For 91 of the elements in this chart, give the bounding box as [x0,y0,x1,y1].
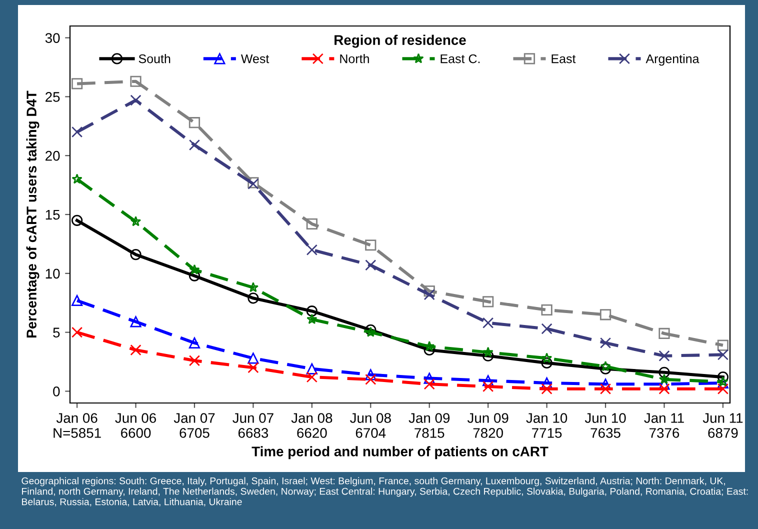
point [600,360,611,372]
point [717,340,729,351]
x-tick-label: Jun 06 6600 [115,413,156,438]
point [541,323,552,334]
x-tick-label: Jan 08 6620 [291,413,332,438]
point [600,383,612,394]
point [72,174,82,184]
point [482,350,494,362]
point [718,376,728,386]
point [188,270,200,282]
point [130,316,142,328]
legend-label: West [240,54,270,64]
point [658,374,670,384]
legend-label: South [138,54,170,64]
point [71,294,83,306]
y-tick-label: 10 [46,268,60,279]
x-tick-label: Jan 06 N=5851 [54,413,101,438]
x-tick-label: Jan 09 7815 [408,413,450,438]
point [306,244,318,256]
x-tick-label: Jan 07 6705 [174,413,215,438]
point [717,372,729,383]
y-tick-label: 15 [46,210,60,220]
x-tick-label: Jun 11 6879 [702,413,743,438]
point [541,357,552,368]
point [188,337,200,348]
y-tick-label: 5 [53,328,60,338]
point [365,374,376,385]
point [130,216,142,226]
point [424,286,435,297]
x-tick-label: Jun 08 6704 [350,413,391,438]
point [482,346,494,357]
point [365,369,376,380]
point [600,337,612,348]
point [541,383,552,394]
point [306,218,318,230]
point [71,214,83,226]
point [658,350,670,362]
point [658,328,670,340]
y-axis-title: Percentage of cART users taking D4T [26,90,40,338]
point [482,296,494,308]
point [130,76,142,87]
x-tick-label: Jan 10 7715 [526,413,568,438]
point [306,372,318,383]
x-axis-title: Time period and number of patients on cART [252,446,548,460]
text: Geographical regions: South: Greece, Italy, Portugal, Spain, Israel; West: Belgium, France, south Germany, Luxembourg, Switzerland, Austria; North: Denmark, UK, Finland, north Germany, Ireland, The Netherlands, Sweden, Norway; East Central: Hungary, Serbia, Czech Republic, Slovakia, Bulgaria, Poland, Romania, Croatia; East: Belarus, Russia, Estonia, Latvia, Lithuania, Ukraine [22,477,748,506]
point [541,352,552,363]
point [365,260,376,271]
point [424,372,435,384]
point [306,306,318,317]
point [130,249,142,260]
point [188,355,200,366]
y-tick-label: 30 [45,33,60,43]
point [424,340,435,352]
point [248,292,259,304]
point [130,344,142,356]
point [365,324,376,336]
legend-label: Argentina [646,54,700,66]
point [188,117,200,128]
x-tick-label: Jun 07 6683 [232,413,274,438]
x-tick-label: Jun 10 7635 [584,413,626,438]
point [600,363,612,374]
legend-title: Region of residence [334,34,466,48]
point [717,383,729,394]
y-tick-label: 20 [46,150,60,161]
legend-label: East [552,54,576,64]
point [482,317,494,328]
x-tick-label: Jun 09 7820 [467,413,508,438]
point [424,378,435,390]
point [600,309,612,320]
point [541,304,552,316]
x-tick-label: Jan 11 7376 [644,413,684,438]
point [306,314,318,324]
point [248,362,259,374]
point [482,380,494,392]
point [306,363,318,374]
point [424,344,435,356]
point [189,264,200,274]
point [188,139,200,151]
point [658,366,670,378]
legend-label: North [340,54,369,64]
point [71,326,83,338]
y-tick-label: 25 [46,92,60,102]
point [71,126,83,138]
legend-label: East C. [440,54,480,64]
point [248,352,259,364]
y-tick-label: 0 [53,386,60,396]
point [365,240,376,251]
point [424,289,435,300]
point [658,383,670,394]
point [717,349,729,360]
point [71,78,83,90]
